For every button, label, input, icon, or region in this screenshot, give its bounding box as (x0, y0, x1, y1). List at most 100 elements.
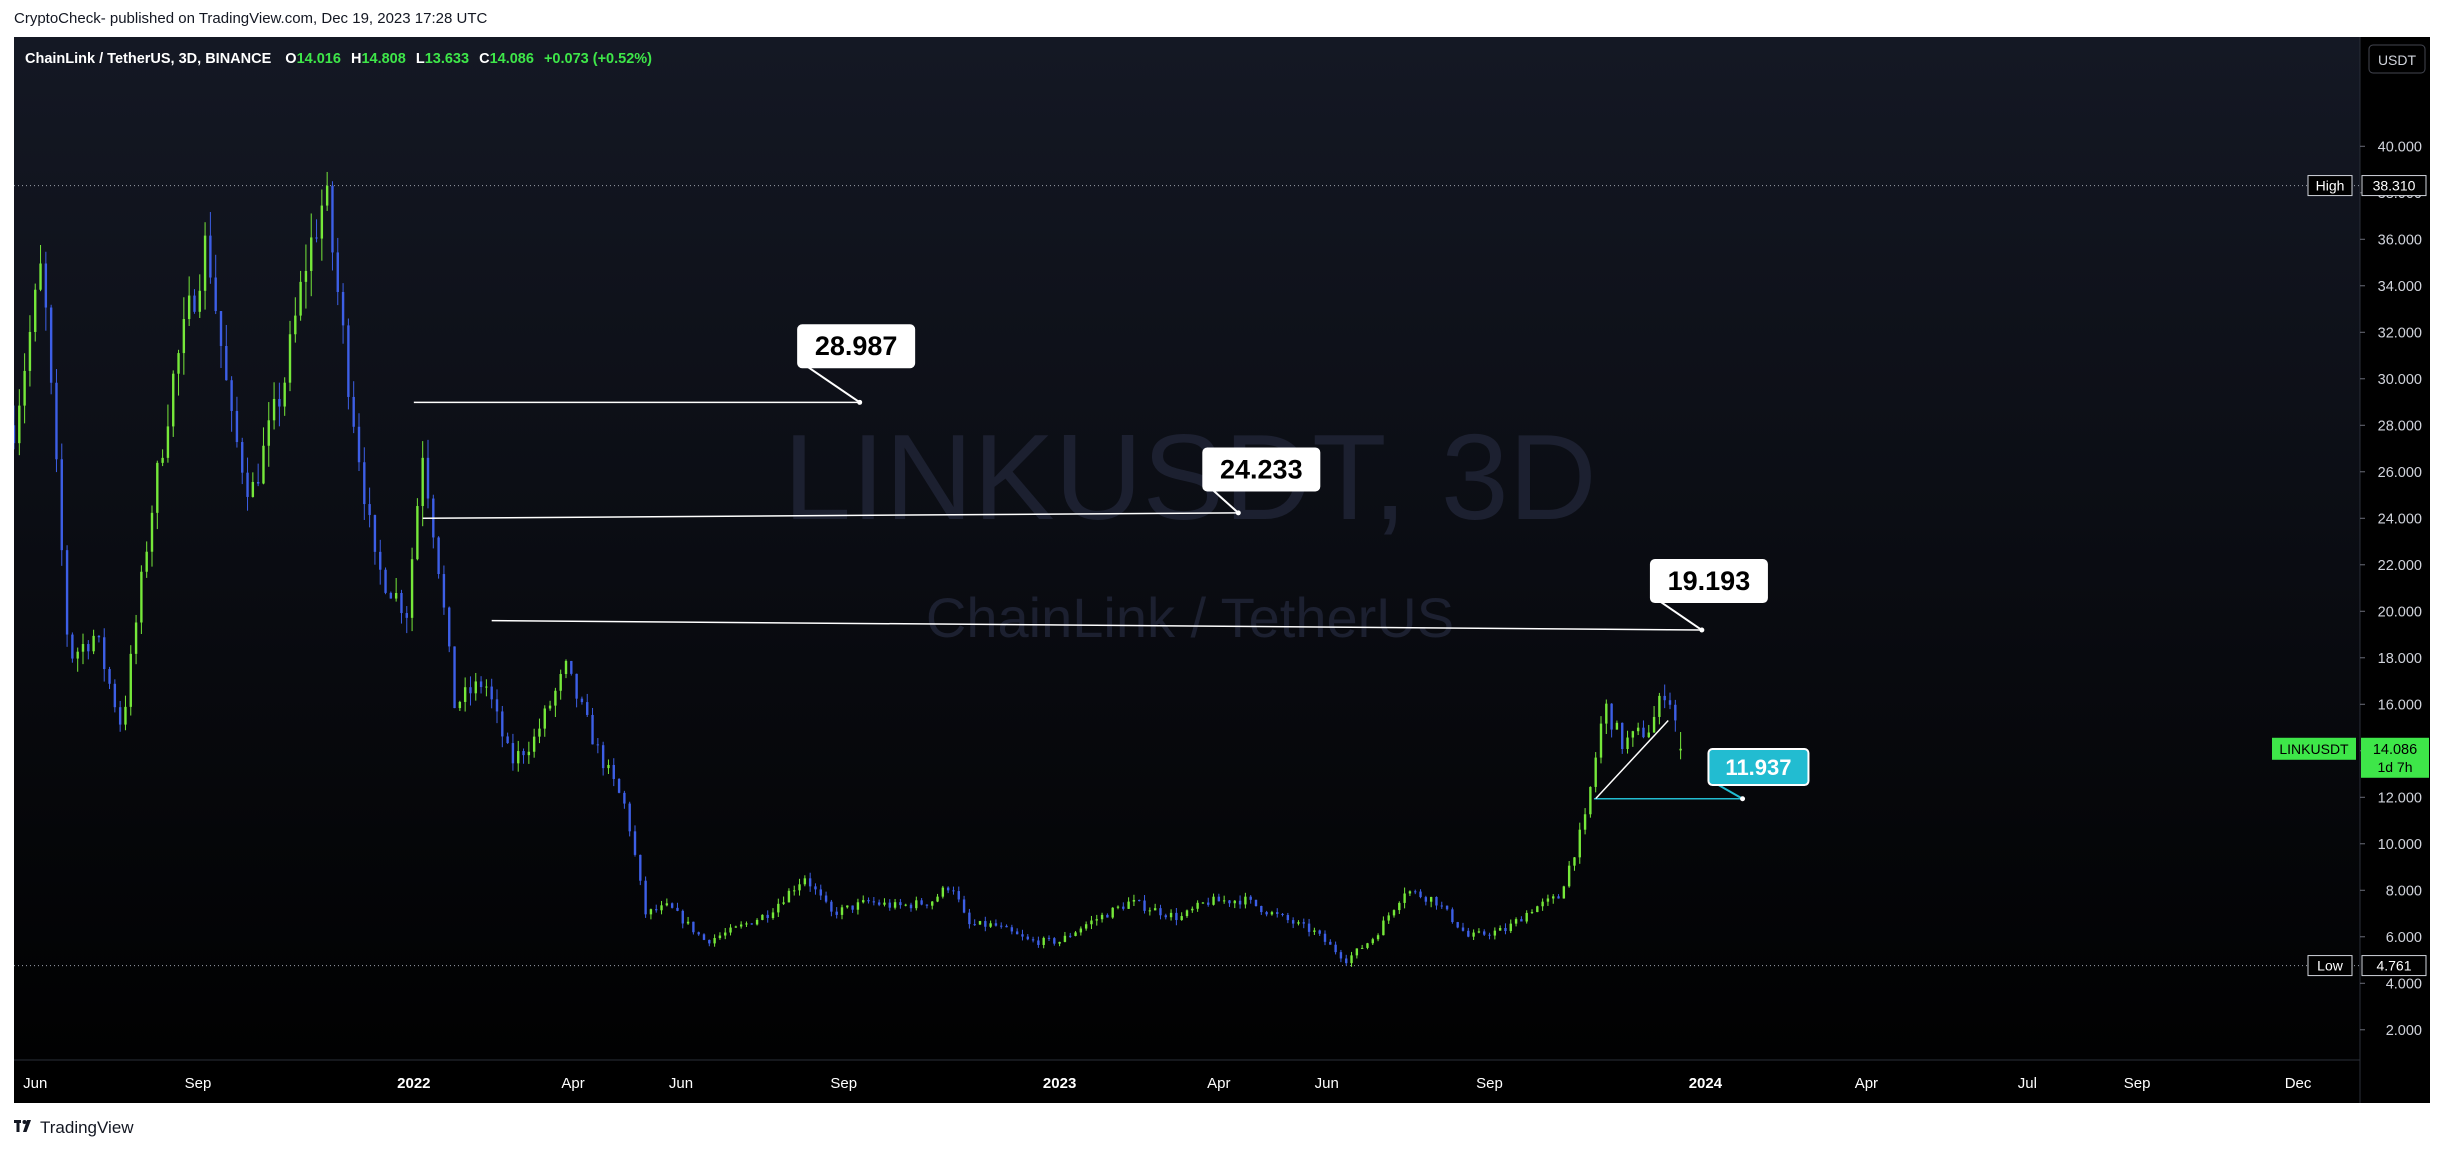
candle (437, 536, 440, 579)
candle (150, 505, 154, 567)
candle (124, 695, 127, 731)
candle (708, 939, 711, 947)
watermark-title: LINKUSDT, 3D (783, 409, 1597, 545)
candle (352, 381, 355, 434)
level-line-24.233[interactable] (422, 512, 1239, 520)
candle (267, 402, 270, 467)
candle (591, 707, 594, 745)
candle (1026, 934, 1029, 941)
candle (904, 903, 907, 907)
candle (692, 921, 695, 935)
candle (193, 289, 196, 314)
low-label: L (416, 51, 425, 67)
candle (1318, 929, 1321, 936)
candle (612, 758, 615, 787)
candle (915, 896, 918, 911)
candle (575, 673, 578, 708)
candle (1557, 894, 1560, 899)
time-tick-label: 2022 (397, 1075, 430, 1092)
candle (718, 932, 722, 940)
candle (1573, 857, 1576, 871)
price-tick-label: 34.000 (2378, 279, 2422, 295)
candle (1042, 936, 1045, 949)
candle (835, 907, 838, 919)
candle (1159, 904, 1162, 920)
candle (156, 460, 159, 530)
price-callout-0[interactable] (797, 324, 916, 369)
candle (490, 678, 493, 709)
candle (793, 885, 796, 896)
footer-brand[interactable]: TradingView (40, 1118, 134, 1137)
candle (177, 349, 180, 396)
candle (899, 898, 902, 909)
candle (548, 700, 552, 711)
candle (49, 304, 53, 395)
candle (1010, 924, 1014, 935)
candle (225, 324, 228, 381)
last-price-value: 14.086 (2373, 742, 2417, 758)
time-tick-label: Apr (1207, 1075, 1230, 1092)
candle (463, 677, 467, 712)
candle (219, 310, 223, 369)
price-chart[interactable]: LINKUSDT, 3D ChainLink / TetherUS 28.987… (14, 37, 2430, 1103)
candle (336, 237, 339, 306)
high-tag-value: 38.310 (2373, 178, 2416, 194)
candle (1265, 910, 1268, 917)
candle (1483, 929, 1486, 936)
candle (1222, 895, 1226, 904)
candle (421, 441, 424, 527)
time-tick-label: Jun (1315, 1075, 1339, 1092)
candle (808, 872, 812, 892)
candle (1100, 912, 1104, 923)
candle (1228, 900, 1231, 907)
price-callout-2[interactable] (1649, 559, 1768, 604)
price-tick-label: 24.000 (2378, 511, 2422, 527)
candle (87, 640, 90, 660)
candle (1169, 909, 1173, 921)
candle (1207, 897, 1210, 907)
candle (946, 886, 950, 894)
candle (957, 886, 960, 903)
candle (1276, 908, 1279, 918)
candle (1201, 901, 1205, 904)
candle (617, 778, 621, 794)
candle (1435, 896, 1438, 910)
candle (697, 931, 700, 936)
legend: ChainLink / TetherUS, 3D, BINANCE O14.01… (25, 51, 652, 67)
candle (97, 635, 101, 643)
candle (623, 790, 626, 809)
currency-label[interactable]: USDT (2378, 52, 2417, 68)
candle (1642, 720, 1645, 739)
candle (766, 910, 769, 923)
candle (172, 370, 175, 437)
candle (1323, 930, 1327, 946)
price-callout-1[interactable] (1202, 447, 1321, 492)
candle (1313, 927, 1316, 935)
currency-button[interactable]: USDT (2368, 44, 2426, 74)
candle (288, 320, 292, 392)
candle (55, 369, 58, 473)
candle (1111, 907, 1114, 919)
candle (1175, 907, 1178, 926)
candle (527, 741, 531, 764)
price-callout-label: 24.233 (1220, 454, 1303, 484)
candle (453, 646, 456, 709)
candle (771, 908, 775, 920)
candle (1260, 905, 1263, 915)
candle (108, 666, 111, 690)
candle (1583, 808, 1587, 835)
candle (1567, 860, 1571, 888)
candle (1520, 916, 1523, 922)
candle (1116, 905, 1120, 910)
price-tick-label: 28.000 (2378, 418, 2422, 434)
level-line-19.193[interactable] (491, 619, 1702, 631)
candle (782, 896, 785, 906)
candle (1451, 907, 1454, 924)
candle (1472, 929, 1475, 941)
candle (331, 181, 334, 271)
annotations: 28.987 24.233 19.193 11.937 (413, 324, 1810, 802)
trend-line[interactable] (1595, 720, 1669, 800)
candle (294, 297, 297, 343)
price-callout-3[interactable] (1707, 748, 1810, 787)
candle (379, 539, 382, 585)
